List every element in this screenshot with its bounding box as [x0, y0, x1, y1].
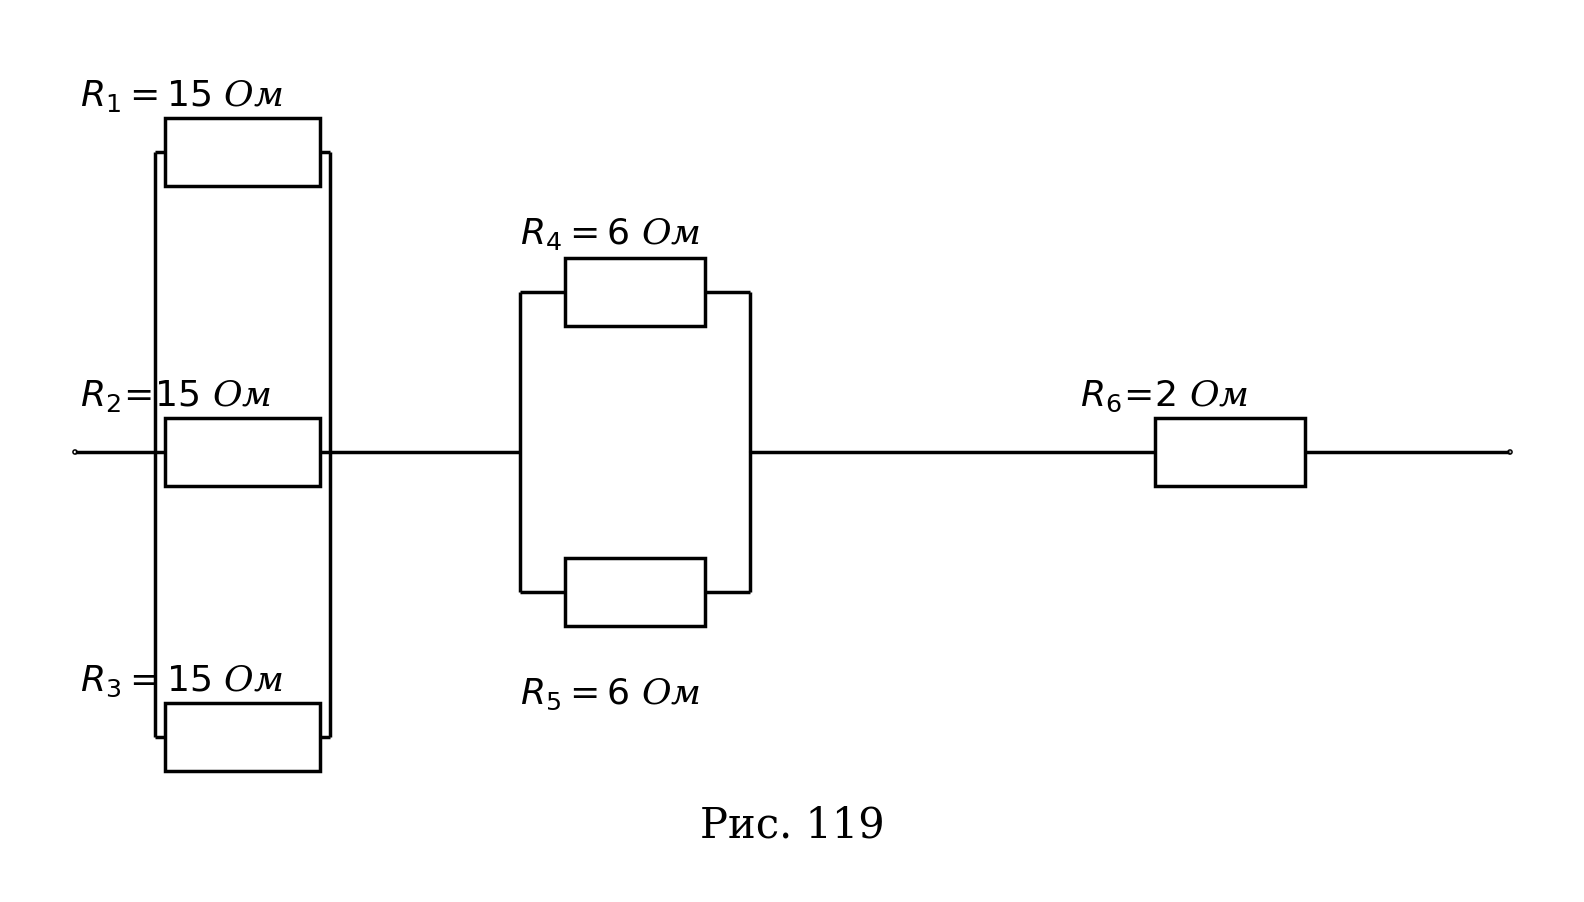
Bar	[565, 258, 705, 326]
Bar	[165, 703, 320, 771]
Text: $R_5 = 6$ Ом: $R_5 = 6$ Ом	[520, 676, 700, 712]
Text: $R_2\!=\! 15$ Ом: $R_2\!=\! 15$ Ом	[81, 378, 271, 414]
Text: Рис. 119: Рис. 119	[700, 805, 884, 847]
Bar	[565, 558, 705, 626]
Text: $R_4 = 6$ Ом: $R_4 = 6$ Ом	[520, 216, 700, 252]
Text: $R_1 = 15$ Ом: $R_1 = 15$ Ом	[81, 78, 284, 114]
Bar	[165, 118, 320, 186]
Bar	[165, 418, 320, 486]
Text: $R_6\!=\!2$ Ом: $R_6\!=\!2$ Ом	[1080, 379, 1248, 414]
Bar	[1155, 418, 1305, 486]
Text: $R_3 = 15$ Ом: $R_3 = 15$ Ом	[81, 664, 284, 699]
